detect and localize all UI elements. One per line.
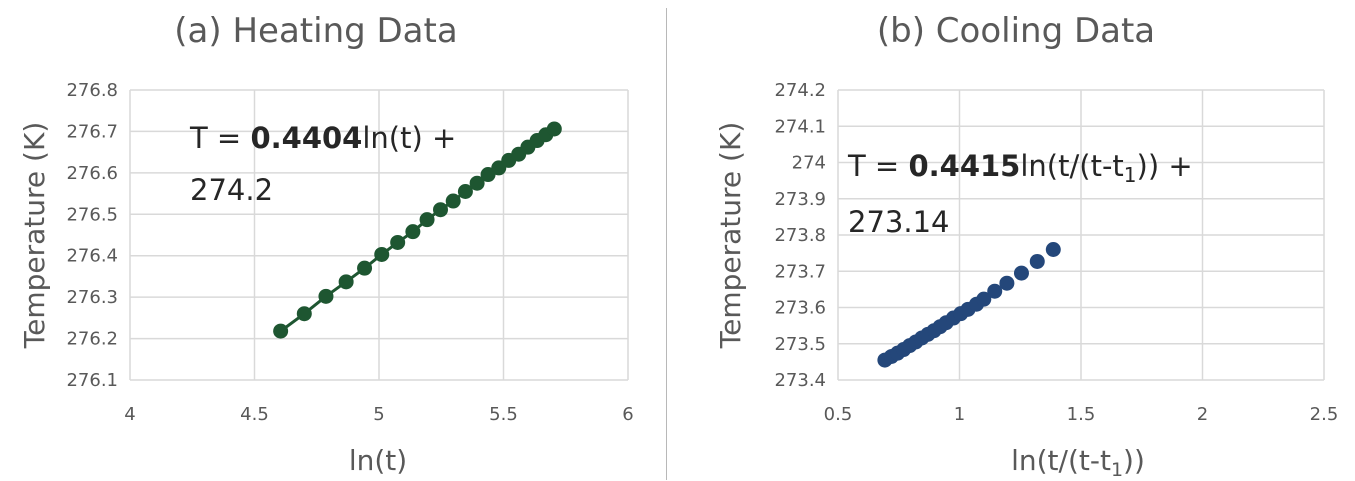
heating-x-axis-label: ln(t) xyxy=(349,444,407,477)
cooling-eq-prefix: T = xyxy=(847,149,908,183)
heating-data-point xyxy=(273,323,289,339)
heating-x-tick-label: 5.5 xyxy=(489,404,518,425)
cooling-y-tick-label: 274.1 xyxy=(774,116,826,137)
cooling-chart-title: (b) Cooling Data xyxy=(877,11,1155,51)
cooling-y-tick-label: 274 xyxy=(792,153,826,174)
cooling-x-tick-label: 1 xyxy=(954,404,965,425)
heating-eq-coef: 0.4404 xyxy=(250,121,362,155)
heating-data-point xyxy=(374,246,390,262)
heating-chart-title: (a) Heating Data xyxy=(174,11,457,51)
heating-y-tick-label: 276.4 xyxy=(66,246,118,267)
cooling-x-tick-label: 1.5 xyxy=(1067,404,1096,425)
heating-equation-line2: 274.2 xyxy=(190,173,273,207)
cooling-y-tick-label: 273.7 xyxy=(774,261,826,282)
heating-data-point xyxy=(357,260,373,276)
heating-y-tick-label: 276.8 xyxy=(66,80,118,101)
cooling-x-tick-label: 2 xyxy=(1197,404,1208,425)
cooling-data-point xyxy=(987,283,1003,299)
cooling-y-tick-label: 273.4 xyxy=(774,370,826,391)
heating-y-tick-label: 276.3 xyxy=(66,287,118,308)
heating-data-point xyxy=(318,288,334,304)
cooling-y-tick-label: 273.8 xyxy=(774,225,826,246)
heating-data-point xyxy=(433,202,449,218)
heating-y-tick-label: 276.2 xyxy=(66,329,118,350)
cooling-y-axis-label: Temperature (K) xyxy=(714,122,747,349)
heating-x-tick-label: 4.5 xyxy=(240,404,269,425)
heating-data-point xyxy=(457,184,473,199)
heating-eq-prefix: T = xyxy=(189,121,250,155)
cooling-y-tick-label: 273.9 xyxy=(774,189,826,210)
cooling-x-tick-label: 2.5 xyxy=(1310,404,1339,425)
cooling-x-tick-label: 0.5 xyxy=(824,404,853,425)
heating-y-tick-label: 276.6 xyxy=(66,163,118,184)
heating-x-tick-label: 4 xyxy=(124,404,135,425)
heating-y-axis-label: Temperature (K) xyxy=(18,122,51,349)
cooling-x-label-end: )) xyxy=(1123,444,1145,477)
heating-x-ticks: 4 4.5 5 5.5 6 xyxy=(124,404,633,425)
heating-data-point xyxy=(480,167,496,183)
cooling-data-point xyxy=(999,275,1015,291)
heating-data-point xyxy=(338,274,354,290)
cooling-y-tick-label: 273.6 xyxy=(774,298,826,319)
heating-x-tick-label: 5 xyxy=(373,404,384,425)
cooling-data-point xyxy=(1013,265,1029,281)
cooling-x-label-sub: 1 xyxy=(1111,459,1123,481)
cooling-eq-coef: 0.4415 xyxy=(908,149,1020,183)
heating-x-tick-label: 6 xyxy=(622,404,633,425)
cooling-eq-sub: 1 xyxy=(1124,163,1137,187)
heating-series xyxy=(273,121,562,339)
heating-y-tick-label: 276.7 xyxy=(66,121,118,142)
heating-data-point xyxy=(296,306,312,322)
cooling-x-axis-label: ln(t/(t-t1)) xyxy=(1011,444,1145,481)
cooling-y-tick-label: 273.5 xyxy=(774,334,826,355)
cooling-x-label-main: ln(t/(t-t xyxy=(1011,444,1111,477)
heating-data-point xyxy=(390,234,406,250)
cooling-equation-line1: T = 0.4415ln(t/(t-t1)) + xyxy=(847,149,1193,187)
cooling-equation-line2: 273.14 xyxy=(848,205,949,239)
cooling-eq-rest2: )) + xyxy=(1137,149,1193,183)
heating-data-point xyxy=(419,212,435,228)
heating-data-point xyxy=(445,193,461,209)
cooling-eq-rest: ln(t/(t-t xyxy=(1020,149,1123,183)
cooling-data-point xyxy=(976,291,992,307)
cooling-series xyxy=(877,242,1061,368)
cooling-x-ticks: 0.5 1 1.5 2 2.5 xyxy=(824,404,1339,425)
cooling-data-point xyxy=(1045,242,1061,257)
heating-data-point xyxy=(469,175,485,191)
cooling-y-ticks: 273.4 273.5 273.6 273.7 273.8 273.9 274 274.1 27… xyxy=(774,80,826,391)
heating-eq-rest: ln(t) + xyxy=(362,121,456,155)
heating-y-tick-label: 276.1 xyxy=(66,370,118,391)
cooling-data-point xyxy=(1029,253,1045,269)
cooling-y-tick-label: 274.2 xyxy=(774,80,826,101)
heating-data-point xyxy=(405,224,421,240)
heating-equation-line1: T = 0.4404ln(t) + xyxy=(189,121,456,155)
heating-y-ticks: 276.1 276.2 276.3 276.4 276.5 276.6 276.7 276.8 xyxy=(66,80,118,391)
cooling-chart: (b) Cooling Data 273.4273.5273.6273.7273… xyxy=(714,11,1338,481)
panel-divider xyxy=(666,8,667,480)
heating-grid xyxy=(129,89,629,381)
heating-chart: (a) Heating Data 276.1276.2276.3276.4276… xyxy=(18,11,634,477)
heating-data-point xyxy=(546,121,562,137)
heating-y-tick-label: 276.5 xyxy=(66,204,118,225)
